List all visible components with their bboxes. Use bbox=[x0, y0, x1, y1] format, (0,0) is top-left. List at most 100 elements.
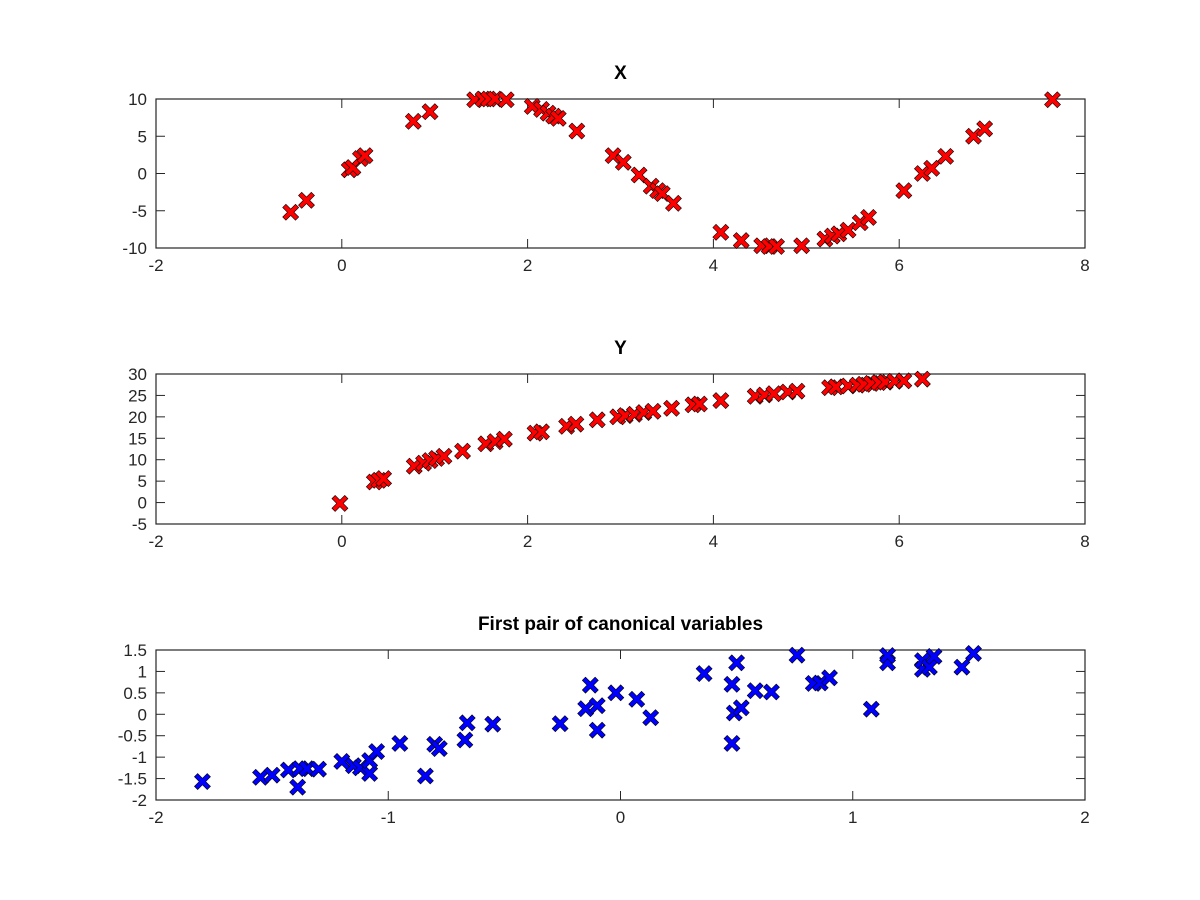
subplot-canonical-data-point bbox=[728, 654, 746, 672]
subplot-x: X -2 0 2 4 6 8 -10 -5 0 5 10 bbox=[122, 63, 1089, 275]
subplot-canonical-data-point bbox=[430, 740, 448, 757]
subplot-y-data-point bbox=[913, 370, 931, 388]
subplot-canonical-data-point bbox=[391, 735, 409, 752]
subplot-canonical-data-point bbox=[194, 773, 211, 790]
subplot-canonical-data-point bbox=[821, 669, 838, 687]
subplot-canonical-ytick-label: 0 bbox=[138, 705, 147, 724]
subplot-canonical-data-point bbox=[811, 674, 829, 692]
subplot-y-ytick-label: -5 bbox=[132, 515, 147, 534]
subplot-y-data-point bbox=[331, 495, 349, 512]
subplot-y-ytick-label: 0 bbox=[138, 494, 147, 513]
subplot-x-data-point bbox=[839, 221, 857, 239]
subplot-canonical-data-point bbox=[953, 658, 971, 676]
subplot-y-y-ticks: -5 0 5 10 15 20 25 30 bbox=[128, 365, 1085, 534]
subplot-canonical-data-point bbox=[732, 699, 750, 717]
subplot-y-data-point bbox=[435, 447, 453, 465]
subplot-y-ytick-label: 20 bbox=[128, 408, 147, 427]
subplot-x-data-point bbox=[665, 194, 682, 212]
subplot-y-data-point bbox=[454, 442, 471, 460]
subplot-y-ytick-label: 15 bbox=[128, 429, 147, 448]
subplot-canonical-data-point bbox=[723, 675, 741, 693]
subplot-x-axes-box bbox=[155, 98, 1086, 249]
subplot-canonical-data-point bbox=[695, 665, 713, 682]
subplot-y-data-point bbox=[712, 392, 730, 409]
subplot-y-ytick-label: 5 bbox=[138, 472, 147, 491]
subplot-x-data-point bbox=[568, 122, 586, 140]
subplot-y-data-point bbox=[788, 382, 806, 400]
subplot-x-ytick-label: -10 bbox=[122, 239, 147, 258]
subplot-canonical-data-point bbox=[862, 700, 880, 718]
subplot-x-xtick-label: 4 bbox=[709, 256, 718, 275]
subplot-canonical-xtick-label: -1 bbox=[381, 808, 396, 827]
subplot-x-data-point bbox=[282, 203, 300, 221]
subplot-y-xtick-label: 6 bbox=[894, 532, 903, 551]
subplot-x-ytick-label: 10 bbox=[128, 90, 147, 109]
subplot-x-data-point bbox=[549, 109, 567, 127]
subplot-y-xtick-label: 8 bbox=[1080, 532, 1089, 551]
subplot-y-data-point bbox=[567, 415, 585, 433]
subplot-canonical-markers bbox=[194, 645, 982, 796]
subplot-y-xtick-label: 0 bbox=[337, 532, 346, 551]
subplot-canonical-y-ticks: -2 -1.5 -1 -0.5 0 0.5 1 1.5 bbox=[118, 641, 1085, 810]
subplot-canonical-ytick-label: 0.5 bbox=[123, 684, 147, 703]
subplot-x-x-ticks: -2 0 2 4 6 8 bbox=[148, 99, 1090, 275]
subplot-canonical-data-point bbox=[361, 765, 379, 782]
subplot-y-markers bbox=[331, 370, 931, 512]
subplot-y-data-point bbox=[663, 399, 681, 417]
subplot-x-data-point bbox=[1044, 91, 1061, 109]
subplot-canonical-ytick-label: 1 bbox=[138, 662, 147, 681]
subplot-y-data-point bbox=[644, 402, 662, 420]
subplot-canonical-ytick-label: -1.5 bbox=[118, 770, 147, 789]
subplot-x-data-point bbox=[497, 91, 515, 109]
subplot-x-data-point bbox=[965, 127, 982, 145]
subplot-y-data-point bbox=[495, 430, 513, 448]
subplot-canonical-xtick-label: 1 bbox=[848, 808, 857, 827]
subplot-x-data-point bbox=[913, 165, 931, 182]
subplot-y-data-point bbox=[691, 395, 708, 413]
subplot-canonical-data-point bbox=[310, 760, 327, 778]
subplot-x-xtick-label: 2 bbox=[523, 256, 532, 275]
subplot-canonical-data-point bbox=[456, 731, 474, 749]
subplot-x-xtick-label: 6 bbox=[894, 256, 903, 275]
subplot-x-data-point bbox=[404, 112, 422, 130]
subplot-x-data-point bbox=[793, 237, 811, 255]
subplot-x-xtick-label: 8 bbox=[1080, 256, 1089, 275]
subplot-canonical-data-point bbox=[607, 684, 625, 702]
subplot-x-y-ticks: -10 -5 0 5 10 bbox=[122, 90, 1085, 258]
subplot-canonical-data-point bbox=[642, 709, 660, 727]
subplot-x-ytick-label: -5 bbox=[132, 202, 147, 221]
subplot-canonical: First pair of canonical variables -2 -1 0 1… bbox=[118, 614, 1090, 827]
subplot-y-data-point bbox=[375, 470, 393, 487]
subplot-canonical-xtick-label: 0 bbox=[616, 808, 625, 827]
subplot-canonical-data-point bbox=[416, 767, 434, 785]
subplot-canonical-data-point bbox=[289, 778, 307, 796]
subplot-x-data-point bbox=[895, 182, 913, 200]
subplot-canonical-title: First pair of canonical variables bbox=[478, 614, 763, 635]
subplot-canonical-xtick-label: -2 bbox=[148, 808, 163, 827]
subplot-x-data-point bbox=[860, 209, 877, 226]
subplot-canonical-data-point bbox=[588, 721, 606, 739]
subplot-canonical-ytick-label: -1 bbox=[132, 748, 147, 767]
subplot-canonical-data-point bbox=[723, 735, 741, 752]
subplot-x-data-point bbox=[356, 147, 374, 165]
subplot-canonical-data-point bbox=[484, 715, 502, 733]
subplot-x-data-point bbox=[732, 232, 750, 249]
subplot-x-ytick-label: 0 bbox=[138, 165, 147, 184]
subplot-x-data-point bbox=[298, 191, 315, 209]
subplot-x-data-point bbox=[421, 103, 439, 121]
subplot-x-ytick-label: 5 bbox=[138, 127, 147, 146]
subplot-x-data-point bbox=[614, 153, 632, 171]
subplot-canonical-data-point bbox=[763, 683, 780, 701]
subplot-y-data-point bbox=[588, 411, 606, 429]
subplot-y-xtick-label: 4 bbox=[709, 532, 718, 551]
subplot-canonical-ytick-label: -2 bbox=[132, 791, 147, 810]
subplot-canonical-data-point bbox=[577, 700, 595, 718]
subplot-canonical-data-point bbox=[588, 697, 606, 715]
subplot-canonical-data-point bbox=[458, 714, 476, 732]
subplot-canonical-data-point bbox=[551, 715, 569, 733]
subplot-x-data-point bbox=[937, 147, 955, 165]
subplot-y-xtick-label: -2 bbox=[148, 532, 163, 551]
subplot-canonical-data-point bbox=[263, 766, 281, 784]
